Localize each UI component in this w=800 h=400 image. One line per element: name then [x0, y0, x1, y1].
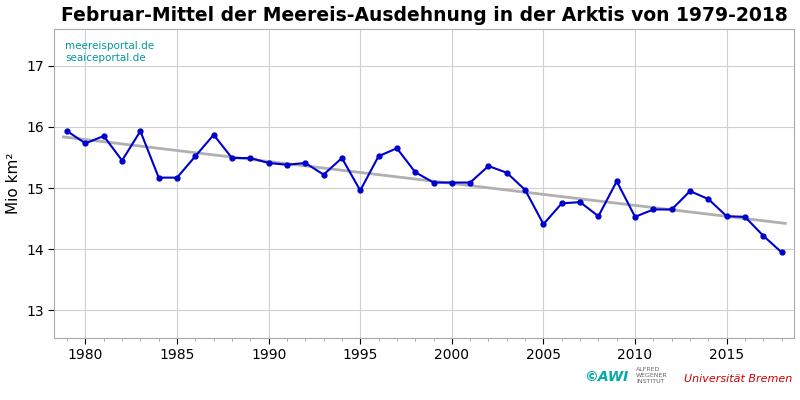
Text: Universität Bremen: Universität Bremen [684, 374, 792, 384]
Text: ALFRED
WEGENER
INSTITUT: ALFRED WEGENER INSTITUT [636, 367, 668, 384]
Text: meereisportal.de
seaiceportal.de: meereisportal.de seaiceportal.de [66, 41, 154, 63]
Text: ©AWI: ©AWI [584, 370, 628, 384]
Y-axis label: Mio km²: Mio km² [6, 153, 21, 214]
Title: Februar-Mittel der Meereis-Ausdehnung in der Arktis von 1979-2018: Februar-Mittel der Meereis-Ausdehnung in… [61, 6, 788, 24]
